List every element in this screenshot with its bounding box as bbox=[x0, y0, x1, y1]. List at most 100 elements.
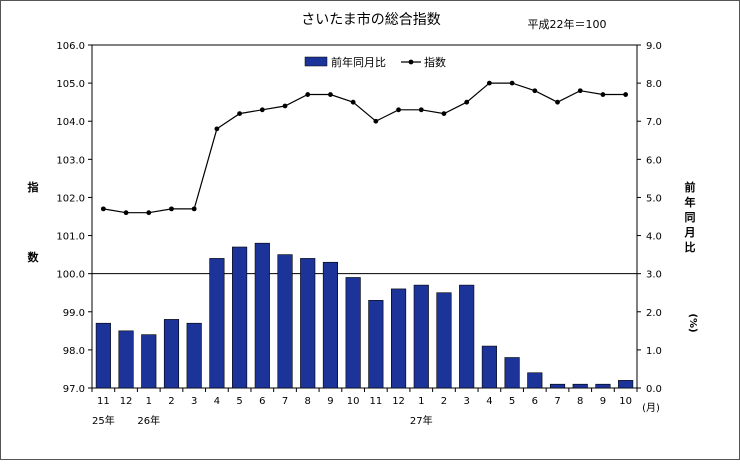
index-point bbox=[305, 92, 311, 97]
left-axis-label: 数 bbox=[28, 250, 40, 264]
x-axis-month-label: 1 bbox=[146, 396, 152, 407]
bar-yoy-change bbox=[186, 322, 202, 389]
bar-yoy-change bbox=[232, 246, 248, 389]
right-axis-tick-label: 9.0 bbox=[646, 41, 662, 52]
legend: 前年同月比 指数 bbox=[304, 55, 446, 69]
bar-yoy-change bbox=[390, 288, 407, 389]
index-point bbox=[509, 80, 515, 86]
index-point bbox=[123, 210, 129, 216]
bar-yoy-change bbox=[481, 345, 497, 389]
x-axis-unit-label: (月) bbox=[642, 402, 660, 414]
right-axis-label: 比 bbox=[685, 240, 696, 254]
x-axis-month-label: 1 bbox=[418, 396, 424, 407]
legend-bar-swatch bbox=[304, 56, 328, 67]
index-point bbox=[555, 99, 560, 105]
x-axis-month-label: 8 bbox=[577, 396, 583, 407]
index-point bbox=[100, 206, 106, 212]
x-axis-month-label: 8 bbox=[305, 396, 311, 407]
right-axis-tick-label: 7.0 bbox=[646, 117, 662, 128]
x-axis-month-label: 6 bbox=[532, 396, 538, 407]
x-axis-year-label: 26年 bbox=[137, 414, 160, 427]
index-point bbox=[418, 107, 424, 113]
bar-yoy-change bbox=[413, 284, 429, 389]
legend-line-marker bbox=[408, 59, 414, 65]
legend-line-label: 指数 bbox=[424, 55, 446, 69]
bar-yoy-change bbox=[368, 300, 384, 389]
index-point bbox=[373, 118, 379, 124]
left-axis-label: 指 bbox=[28, 180, 39, 194]
left-axis-tick-label: 102.0 bbox=[56, 193, 85, 204]
left-axis-tick-label: 101.0 bbox=[56, 232, 85, 243]
x-axis-month-label: 5 bbox=[509, 396, 515, 407]
index-point bbox=[328, 92, 333, 97]
index-point bbox=[191, 206, 197, 212]
bar-yoy-change bbox=[595, 383, 611, 389]
bar-yoy-change bbox=[300, 258, 316, 389]
right-axis-label: 月 bbox=[684, 226, 696, 239]
x-axis-month-label: 7 bbox=[282, 396, 288, 407]
bar-yoy-change bbox=[436, 292, 452, 389]
right-axis-tick-label: 3.0 bbox=[646, 270, 662, 281]
x-axis-month-label: 11 bbox=[369, 396, 382, 407]
x-axis-year-label: 25年 bbox=[92, 414, 115, 427]
right-axis-tick-label: 0.0 bbox=[646, 384, 662, 395]
left-axis-tick-label: 103.0 bbox=[56, 155, 85, 166]
bar-yoy-change bbox=[459, 284, 475, 389]
index-point bbox=[577, 88, 583, 94]
x-axis-month-label: 6 bbox=[259, 396, 265, 407]
index-point bbox=[214, 126, 220, 132]
x-axis-month-label: 9 bbox=[327, 396, 333, 407]
right-axis-label: 同 bbox=[685, 211, 696, 224]
x-axis-month-label: 7 bbox=[554, 396, 560, 407]
bar-yoy-change bbox=[163, 319, 180, 389]
index-point bbox=[600, 92, 606, 97]
x-axis-month-label: 10 bbox=[619, 396, 632, 407]
x-axis-month-label: 9 bbox=[600, 396, 606, 407]
index-point bbox=[486, 80, 492, 86]
bar-yoy-change bbox=[209, 258, 225, 389]
legend-bar-label: 前年同月比 bbox=[331, 55, 386, 69]
right-axis-label: (%) bbox=[687, 313, 698, 332]
right-axis-tick-label: 4.0 bbox=[646, 232, 662, 243]
left-axis-tick-label: 98.0 bbox=[63, 346, 85, 357]
right-axis-tick-label: 8.0 bbox=[646, 79, 662, 90]
index-point bbox=[146, 210, 152, 216]
x-axis-month-label: 12 bbox=[120, 396, 133, 407]
index-point bbox=[282, 103, 288, 109]
bar-yoy-change bbox=[572, 383, 588, 389]
x-axis-month-label: 12 bbox=[392, 396, 405, 407]
bar-yoy-change bbox=[277, 254, 293, 389]
x-axis-month-label: 2 bbox=[441, 396, 447, 407]
right-axis-tick-label: 1.0 bbox=[646, 346, 662, 357]
bar-yoy-change bbox=[618, 380, 634, 389]
left-axis-tick-label: 97.0 bbox=[63, 384, 85, 395]
bar-yoy-change bbox=[345, 277, 361, 389]
bar-yoy-change bbox=[95, 322, 111, 389]
x-axis-year-label: 27年 bbox=[410, 414, 433, 427]
left-axis-tick-label: 104.0 bbox=[56, 117, 85, 128]
chart-title: さいたま市の総合指数 bbox=[301, 11, 441, 28]
x-axis-month-label: 2 bbox=[168, 396, 174, 407]
left-axis-tick-label: 99.0 bbox=[63, 308, 85, 319]
index-point bbox=[350, 99, 356, 105]
base-year-note: 平成22年＝100 bbox=[528, 17, 607, 31]
right-axis-label: 前 bbox=[685, 180, 696, 194]
index-point bbox=[237, 111, 243, 116]
index-point bbox=[259, 107, 265, 113]
bar-yoy-change bbox=[254, 242, 270, 389]
index-point bbox=[532, 88, 538, 94]
x-axis-month-label: 3 bbox=[464, 396, 470, 407]
index-point bbox=[464, 99, 470, 105]
bar-yoy-change bbox=[527, 372, 543, 389]
right-axis-tick-label: 2.0 bbox=[646, 308, 662, 319]
bar-yoy-change bbox=[141, 334, 157, 389]
x-axis-month-label: 3 bbox=[191, 396, 197, 407]
index-line bbox=[103, 82, 626, 214]
right-axis-tick-label: 6.0 bbox=[646, 155, 662, 166]
left-axis-tick-label: 106.0 bbox=[56, 41, 85, 52]
index-point bbox=[623, 92, 629, 97]
bar-yoy-change bbox=[549, 383, 566, 389]
left-axis-tick-label: 100.0 bbox=[56, 270, 85, 281]
x-axis-month-label: 10 bbox=[347, 396, 360, 407]
